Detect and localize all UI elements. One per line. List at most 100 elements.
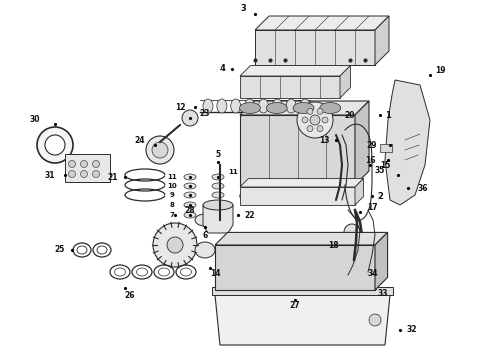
Ellipse shape (217, 99, 227, 113)
Circle shape (216, 216, 224, 224)
Polygon shape (240, 187, 355, 205)
Circle shape (307, 126, 313, 132)
Ellipse shape (320, 190, 341, 201)
Text: 35: 35 (375, 166, 385, 175)
Ellipse shape (272, 99, 282, 113)
Polygon shape (240, 66, 350, 76)
Polygon shape (240, 101, 369, 115)
Text: 17: 17 (367, 202, 377, 212)
Ellipse shape (320, 103, 341, 113)
Ellipse shape (300, 99, 310, 113)
Bar (380, 144, 392, 152)
Text: 36: 36 (418, 184, 428, 193)
Ellipse shape (184, 174, 196, 180)
Circle shape (93, 171, 99, 177)
Text: 2: 2 (377, 192, 383, 201)
Text: 14: 14 (210, 269, 220, 278)
Polygon shape (203, 205, 233, 233)
Text: 33: 33 (378, 288, 388, 297)
Circle shape (69, 161, 75, 167)
Polygon shape (375, 233, 388, 290)
Circle shape (353, 243, 377, 267)
Polygon shape (355, 101, 369, 185)
Text: 34: 34 (368, 269, 378, 278)
Circle shape (297, 102, 333, 138)
Circle shape (310, 115, 320, 125)
Text: 3: 3 (240, 4, 246, 13)
Ellipse shape (184, 183, 196, 189)
Text: 11: 11 (167, 174, 177, 180)
Circle shape (369, 314, 381, 326)
Polygon shape (355, 179, 364, 205)
Ellipse shape (346, 252, 364, 283)
Polygon shape (375, 16, 389, 65)
Text: 6: 6 (202, 230, 208, 239)
Text: 20: 20 (345, 111, 355, 120)
Ellipse shape (212, 192, 224, 198)
Polygon shape (340, 66, 350, 98)
Text: 18: 18 (328, 240, 338, 249)
Polygon shape (215, 233, 388, 245)
Text: 8: 8 (170, 202, 174, 208)
Circle shape (93, 161, 99, 167)
Text: 28: 28 (185, 206, 196, 215)
Circle shape (302, 117, 308, 123)
Ellipse shape (212, 174, 224, 180)
Polygon shape (240, 76, 340, 98)
Circle shape (182, 110, 198, 126)
Text: 27: 27 (290, 301, 300, 310)
Polygon shape (240, 179, 364, 187)
Text: 7: 7 (170, 212, 174, 218)
Ellipse shape (335, 251, 349, 261)
Ellipse shape (264, 251, 277, 261)
Text: 31: 31 (45, 171, 55, 180)
Ellipse shape (195, 214, 215, 226)
Circle shape (317, 108, 323, 114)
Polygon shape (255, 30, 375, 65)
Circle shape (344, 224, 360, 240)
Ellipse shape (258, 99, 269, 113)
Ellipse shape (218, 252, 236, 283)
Circle shape (80, 171, 88, 177)
Text: 13: 13 (319, 135, 329, 144)
Ellipse shape (314, 252, 332, 283)
Ellipse shape (184, 212, 196, 218)
Text: 12: 12 (175, 103, 185, 112)
Text: 10: 10 (167, 183, 177, 189)
Bar (65, 154, 110, 182)
Circle shape (45, 135, 65, 155)
Text: 15: 15 (380, 161, 390, 170)
Ellipse shape (203, 200, 233, 210)
Circle shape (360, 250, 370, 260)
Ellipse shape (195, 242, 215, 258)
Text: 21: 21 (108, 172, 118, 181)
Text: 1: 1 (385, 111, 391, 120)
Circle shape (317, 126, 323, 132)
Ellipse shape (286, 99, 296, 113)
Ellipse shape (266, 103, 287, 113)
Ellipse shape (282, 252, 300, 283)
Text: 11: 11 (228, 169, 238, 175)
Ellipse shape (293, 103, 314, 113)
Circle shape (360, 268, 380, 288)
Text: 22: 22 (245, 211, 255, 220)
Circle shape (37, 127, 73, 163)
Text: 24: 24 (135, 135, 145, 144)
Polygon shape (385, 80, 430, 205)
Circle shape (69, 171, 75, 177)
Ellipse shape (212, 212, 224, 218)
Ellipse shape (212, 202, 224, 208)
Polygon shape (255, 16, 389, 30)
Ellipse shape (184, 192, 196, 198)
Ellipse shape (240, 103, 261, 113)
Text: 4: 4 (219, 64, 225, 73)
Text: 5: 5 (216, 149, 220, 158)
Circle shape (146, 136, 174, 164)
Circle shape (152, 142, 168, 158)
Text: 29: 29 (367, 140, 377, 149)
Text: 25: 25 (55, 246, 65, 255)
Text: 26: 26 (125, 292, 135, 301)
Text: 32: 32 (407, 325, 417, 334)
Ellipse shape (184, 202, 196, 208)
Ellipse shape (245, 99, 255, 113)
